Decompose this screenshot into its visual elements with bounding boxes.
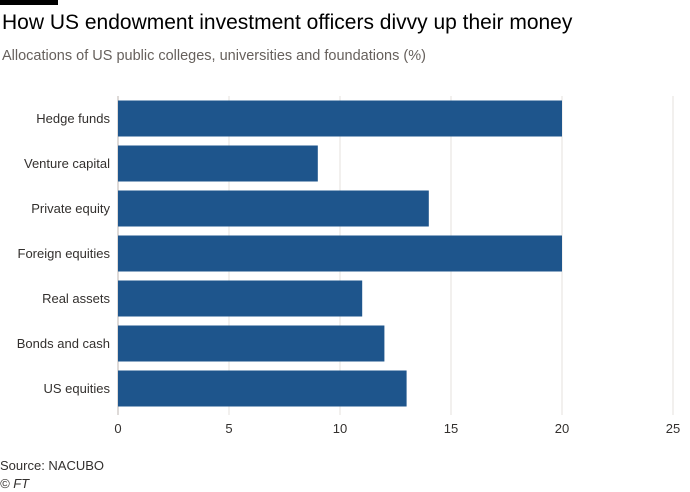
x-tick-label: 15 <box>444 421 458 436</box>
category-label: US equities <box>44 381 111 396</box>
bar <box>118 190 429 227</box>
x-axis-ticks: 0 5 10 15 20 25 <box>114 421 680 436</box>
x-tick-label: 0 <box>114 421 121 436</box>
bar <box>118 235 562 272</box>
bar-chart: Hedge funds Venture capital Private equity… <box>17 96 680 436</box>
category-label: Real assets <box>42 291 110 306</box>
category-labels: Hedge funds Venture capital Private equity… <box>17 111 111 396</box>
category-label: Foreign equities <box>18 246 111 261</box>
x-tick-label: 10 <box>333 421 347 436</box>
copyright-credit: © FT <box>0 476 30 491</box>
source-note: Source: NACUBO <box>0 458 105 473</box>
category-label: Private equity <box>31 201 110 216</box>
chart-subtitle: Allocations of US public colleges, unive… <box>2 48 426 64</box>
bar <box>118 370 407 407</box>
bar <box>118 100 562 137</box>
bar <box>118 145 318 182</box>
category-label: Bonds and cash <box>17 336 110 351</box>
bar <box>118 325 385 362</box>
bar <box>118 280 363 317</box>
category-label: Venture capital <box>24 156 110 171</box>
bars <box>118 100 562 407</box>
x-tick-label: 20 <box>555 421 569 436</box>
x-tick-label: 5 <box>225 421 232 436</box>
chart-title: How US endowment investment officers div… <box>2 11 573 34</box>
x-tick-label: 25 <box>666 421 680 436</box>
category-label: Hedge funds <box>36 111 110 126</box>
brand-bar <box>0 0 58 5</box>
